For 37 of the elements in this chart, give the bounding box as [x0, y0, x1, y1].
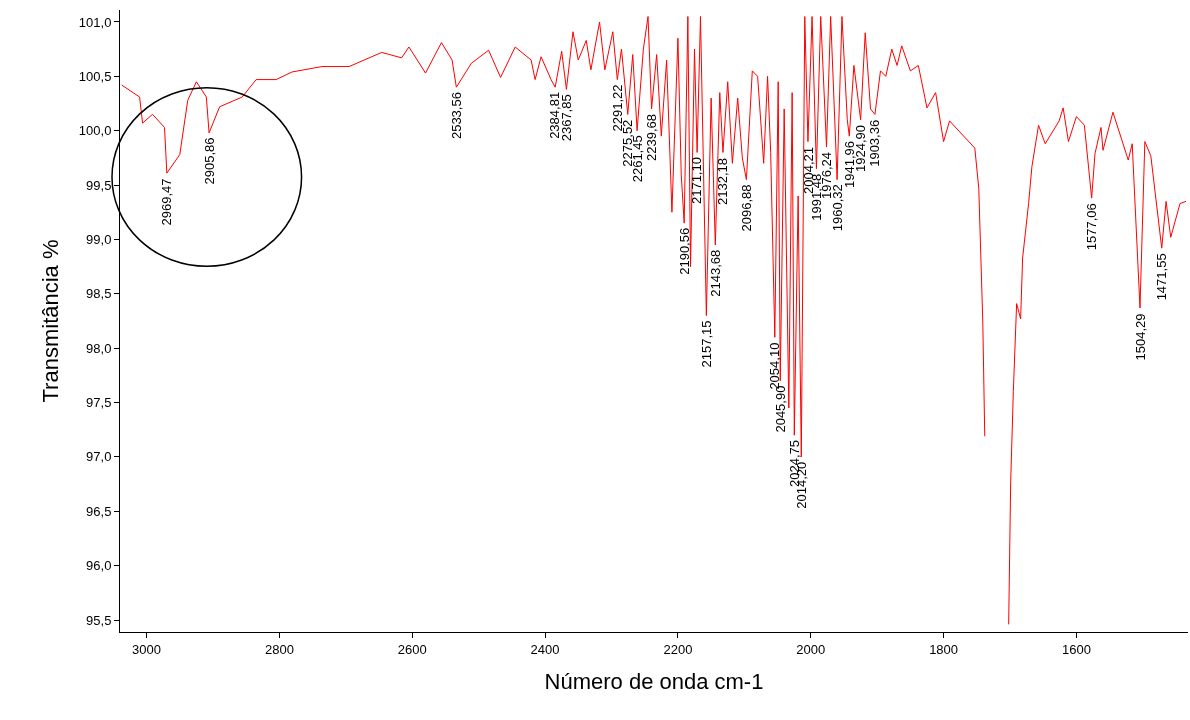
- x-tick-label: 1800: [929, 641, 959, 657]
- x-tick-label: 2400: [530, 641, 560, 657]
- x-tick-label: 1600: [1061, 641, 1091, 657]
- annotation: 1941,96: [841, 140, 857, 188]
- annotation: 1577,06: [1084, 203, 1100, 251]
- annotation: 2157,15: [699, 320, 715, 368]
- annotation: 2171,10: [689, 157, 705, 205]
- annotation: 2143,68: [707, 249, 723, 297]
- x-tick-label: 2800: [264, 641, 294, 657]
- y-tick-label: 101,0: [78, 14, 112, 30]
- annotation: 2239,68: [644, 114, 660, 162]
- y-tick-label: 96,0: [86, 558, 112, 574]
- y-tick-label: 99,0: [86, 231, 112, 247]
- y-tick-label: 98,0: [86, 340, 112, 356]
- y-tick-label: 100,5: [78, 68, 112, 84]
- annotation: 2969,47: [159, 178, 175, 226]
- y-tick-label: 95,5: [86, 612, 112, 628]
- x-tick-label: 2600: [397, 641, 427, 657]
- annotation: 2533,56: [448, 92, 464, 140]
- x-tick-label: 2200: [663, 641, 693, 657]
- annotation: 2905,86: [201, 137, 217, 185]
- annotation: 1471,55: [1154, 253, 1170, 301]
- y-tick-label: 97,0: [86, 449, 112, 465]
- annotation: 1903,36: [867, 119, 883, 167]
- y-tick-label: 98,5: [86, 286, 112, 302]
- y-tick-label: 96,5: [86, 503, 112, 519]
- annotation: 2132,18: [715, 157, 731, 205]
- x-axis-title: Número de onda cm-1: [544, 669, 764, 695]
- x-tick-label: 2000: [796, 641, 826, 657]
- y-axis-title: Transmitância %: [37, 239, 63, 403]
- annotation: 1504,29: [1132, 313, 1148, 361]
- annotation: 2190,56: [676, 227, 692, 275]
- annotation: 2096,88: [739, 184, 755, 232]
- y-tick-label: 97,5: [86, 395, 112, 411]
- x-tick-label: 3000: [132, 641, 162, 657]
- y-tick-label: 100,0: [78, 123, 112, 139]
- y-tick-label: 99,5: [86, 177, 112, 193]
